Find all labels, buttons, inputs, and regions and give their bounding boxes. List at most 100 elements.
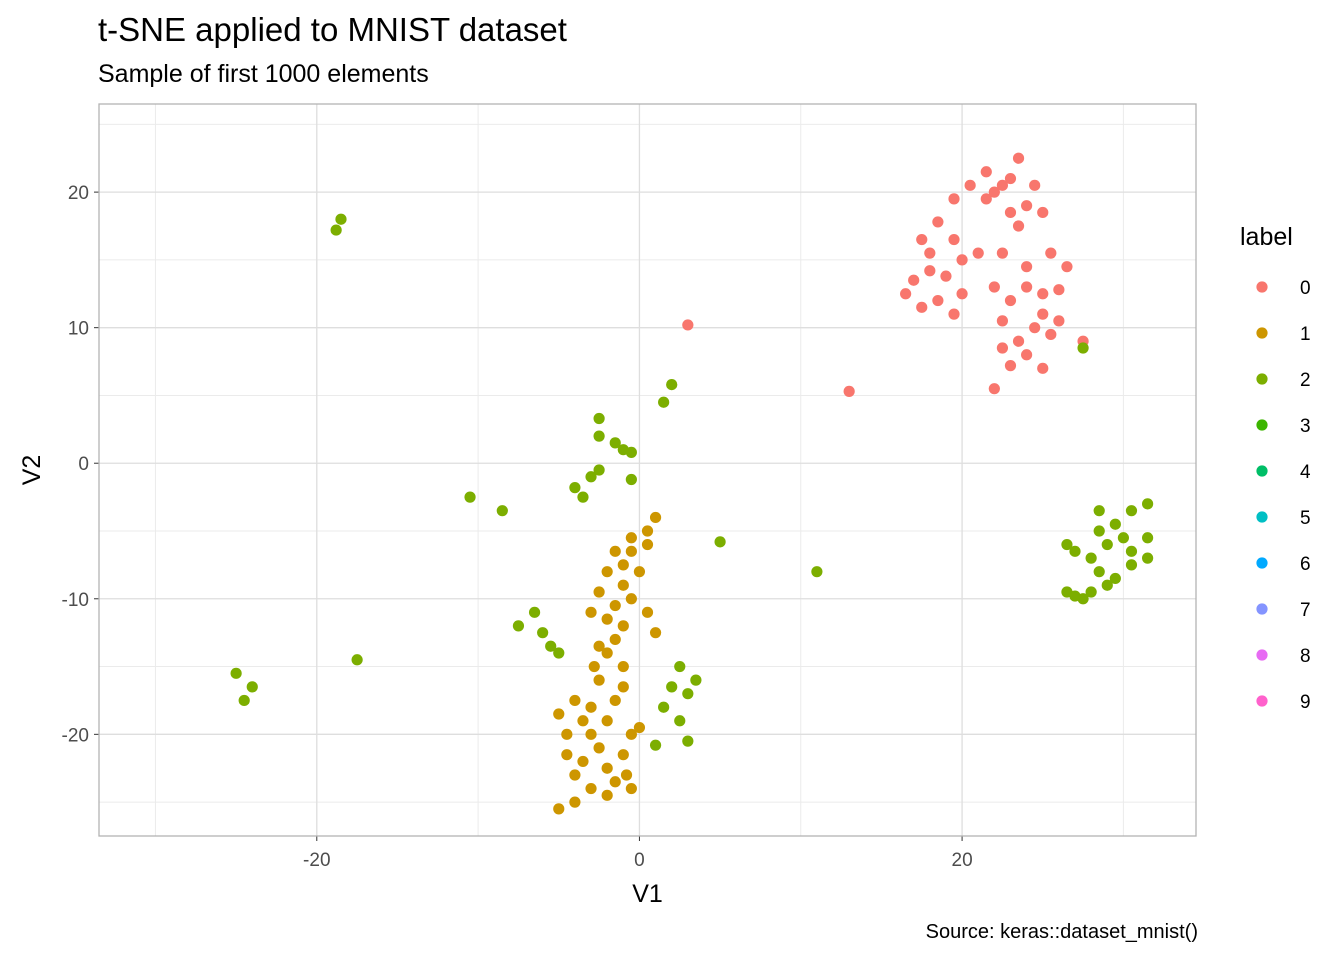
data-point-label-1 bbox=[649, 511, 662, 524]
data-point-label-1 bbox=[641, 606, 654, 618]
legend-key-1 bbox=[1256, 327, 1268, 339]
data-point-label-1 bbox=[601, 613, 613, 625]
data-point-label-1 bbox=[625, 593, 637, 605]
plot-panel bbox=[99, 104, 1196, 836]
data-point-label-2 bbox=[528, 606, 541, 618]
data-point-label-0 bbox=[908, 274, 920, 286]
data-point-label-2 bbox=[1101, 538, 1113, 551]
data-point-label-0 bbox=[980, 166, 992, 178]
data-point-label-1 bbox=[593, 674, 605, 686]
data-point-label-2 bbox=[553, 647, 565, 659]
data-point-label-1 bbox=[641, 525, 654, 537]
legend-label-5: 5 bbox=[1300, 508, 1311, 529]
data-point-label-1 bbox=[588, 660, 600, 673]
data-point-label-0 bbox=[1004, 206, 1017, 219]
data-point-label-1 bbox=[609, 633, 621, 646]
data-point-label-2 bbox=[1093, 566, 1105, 578]
data-point-label-1 bbox=[569, 769, 581, 781]
data-point-label-1 bbox=[585, 701, 597, 713]
data-point-label-2 bbox=[674, 715, 686, 727]
legend-title: label bbox=[1240, 223, 1293, 251]
data-point-label-2 bbox=[666, 681, 678, 693]
chart-title: t-SNE applied to MNIST dataset bbox=[98, 11, 567, 48]
data-point-label-1 bbox=[625, 532, 637, 544]
data-point-label-1 bbox=[601, 762, 613, 774]
data-point-label-0 bbox=[1061, 261, 1073, 273]
data-point-label-1 bbox=[633, 566, 646, 578]
data-point-label-1 bbox=[620, 769, 633, 781]
data-point-label-2 bbox=[666, 379, 678, 391]
y-axis-title: V2 bbox=[18, 455, 46, 486]
data-point-label-1 bbox=[585, 782, 597, 795]
data-point-label-0 bbox=[916, 233, 928, 246]
data-point-label-1 bbox=[593, 640, 605, 652]
data-point-label-0 bbox=[940, 270, 952, 282]
data-point-label-2 bbox=[1125, 545, 1138, 557]
legend-label-0: 0 bbox=[1300, 278, 1311, 299]
x-tick-label: 20 bbox=[952, 850, 973, 871]
legend-key-7 bbox=[1256, 603, 1268, 615]
data-point-label-2 bbox=[1093, 505, 1105, 517]
data-point-label-2 bbox=[593, 430, 605, 442]
data-point-label-2 bbox=[714, 536, 726, 548]
data-point-label-0 bbox=[1004, 172, 1017, 185]
data-point-label-2 bbox=[674, 660, 686, 673]
data-point-label-0 bbox=[932, 216, 944, 228]
data-point-label-1 bbox=[633, 721, 646, 734]
x-axis-title: V1 bbox=[632, 880, 663, 908]
legend-label-6: 6 bbox=[1300, 554, 1311, 575]
data-point-label-0 bbox=[932, 294, 944, 307]
data-point-label-0 bbox=[988, 383, 1000, 395]
data-point-label-2 bbox=[1061, 586, 1073, 598]
data-point-label-1 bbox=[609, 776, 621, 788]
data-point-label-0 bbox=[1021, 200, 1033, 212]
data-point-label-1 bbox=[569, 694, 581, 707]
data-point-label-2 bbox=[682, 735, 694, 747]
data-point-label-2 bbox=[246, 681, 258, 693]
data-point-label-2 bbox=[1085, 586, 1097, 598]
data-point-label-2 bbox=[625, 473, 637, 486]
data-point-label-0 bbox=[1037, 288, 1049, 300]
legend-key-3 bbox=[1256, 419, 1268, 431]
data-point-label-2 bbox=[1109, 518, 1121, 530]
data-point-label-2 bbox=[1117, 532, 1130, 544]
data-point-label-2 bbox=[512, 620, 525, 632]
data-point-label-2 bbox=[577, 491, 589, 503]
data-point-label-2 bbox=[1093, 525, 1105, 537]
data-point-label-0 bbox=[948, 308, 960, 320]
data-point-label-0 bbox=[1012, 220, 1025, 232]
data-point-label-1 bbox=[625, 728, 637, 740]
data-point-label-1 bbox=[617, 660, 629, 673]
data-point-label-0 bbox=[972, 247, 984, 259]
data-point-label-2 bbox=[496, 505, 508, 517]
data-point-label-2 bbox=[230, 667, 242, 679]
data-point-label-0 bbox=[1021, 349, 1033, 361]
legend-key-8 bbox=[1256, 649, 1268, 661]
data-point-label-0 bbox=[1045, 328, 1057, 341]
legend-key-9 bbox=[1256, 695, 1268, 707]
data-point-label-1 bbox=[569, 796, 581, 808]
chart-subtitle: Sample of first 1000 elements bbox=[98, 60, 429, 88]
data-point-label-1 bbox=[585, 728, 597, 740]
data-point-label-0 bbox=[948, 193, 960, 205]
data-point-label-0 bbox=[996, 179, 1009, 191]
legend-label-3: 3 bbox=[1300, 416, 1311, 437]
data-point-label-0 bbox=[1012, 335, 1025, 347]
data-point-label-2 bbox=[658, 701, 670, 713]
data-point-label-1 bbox=[553, 803, 565, 815]
data-point-label-2 bbox=[1069, 545, 1081, 557]
data-point-label-2 bbox=[569, 482, 581, 494]
y-tick-label: 20 bbox=[68, 183, 89, 204]
data-point-label-0 bbox=[924, 265, 936, 277]
data-point-label-2 bbox=[1142, 532, 1154, 544]
data-point-label-2 bbox=[593, 412, 605, 425]
data-point-label-0 bbox=[1037, 362, 1049, 374]
data-point-label-2 bbox=[682, 688, 694, 700]
legend-label-4: 4 bbox=[1300, 462, 1311, 483]
data-point-label-1 bbox=[617, 579, 629, 591]
data-point-label-2 bbox=[1142, 552, 1154, 564]
data-point-label-1 bbox=[609, 694, 621, 707]
data-point-label-1 bbox=[577, 755, 589, 768]
data-point-label-1 bbox=[601, 647, 613, 659]
data-point-label-2 bbox=[811, 566, 823, 578]
